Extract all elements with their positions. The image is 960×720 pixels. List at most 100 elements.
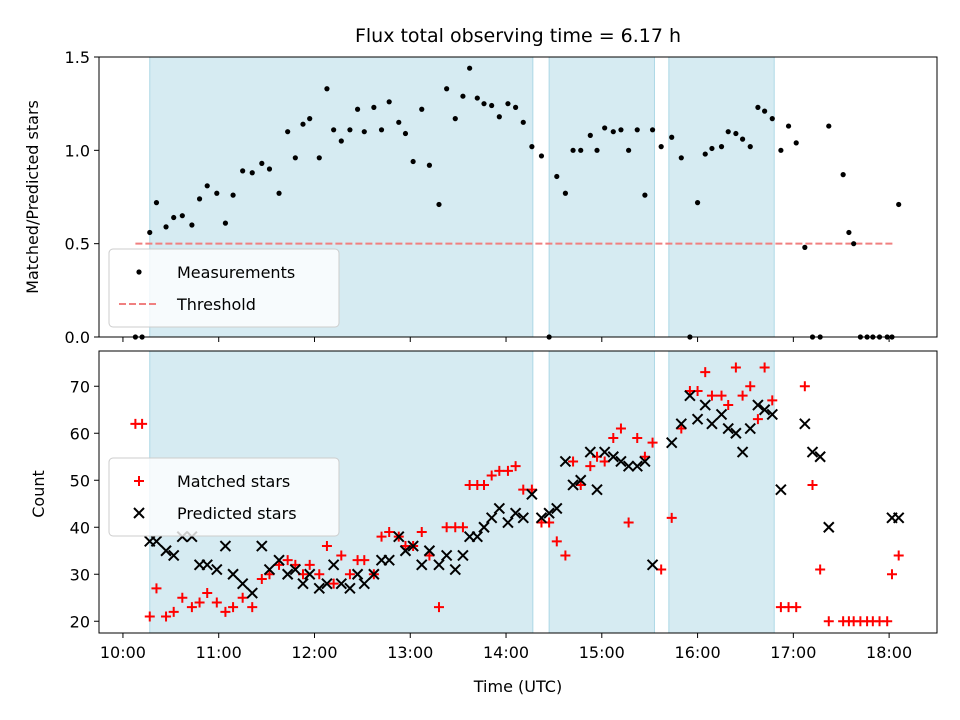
data-point — [598, 446, 611, 458]
data-point — [361, 129, 367, 135]
data-point — [642, 192, 648, 198]
data-point — [666, 436, 678, 449]
data-point — [493, 502, 506, 515]
data-point — [153, 200, 160, 206]
data-point — [196, 196, 203, 202]
data-point — [513, 104, 519, 110]
data-point — [517, 512, 529, 524]
data-point — [551, 502, 563, 515]
data-point — [631, 460, 643, 472]
legend: Matched stars Predicted stars — [108, 457, 340, 537]
series-predicted-stars — [144, 389, 905, 599]
data-point — [201, 559, 213, 571]
data-point — [228, 602, 239, 613]
data-point — [709, 145, 715, 152]
data-point — [220, 606, 231, 617]
data-point — [313, 582, 325, 595]
plot-frame — [98, 56, 938, 338]
x-tick-label: 11:00 — [196, 643, 242, 662]
data-point — [179, 213, 185, 219]
data-point — [457, 522, 468, 533]
data-point — [699, 399, 711, 411]
data-point — [762, 108, 768, 114]
data-point — [730, 427, 742, 439]
legend: Measurements Threshold — [108, 248, 340, 328]
data-point — [273, 554, 285, 566]
data-point — [202, 588, 213, 599]
observing-window-2 — [548, 56, 655, 338]
data-point — [602, 125, 608, 131]
chart-title: Flux total observing time = 6.17 h — [355, 25, 681, 47]
legend-label: Matched stars — [177, 472, 290, 491]
data-point — [807, 479, 818, 490]
data-point — [407, 540, 419, 552]
count-panel: 20 30 40 50 60 70 10:00 11:00 12:00 13:00 14:00 15:… — [70, 350, 938, 662]
data-point — [227, 568, 239, 580]
data-point — [649, 127, 656, 133]
data-point — [893, 550, 904, 561]
data-point — [383, 554, 395, 566]
data-point — [281, 568, 294, 580]
data-point — [815, 564, 826, 575]
data-point — [433, 602, 444, 613]
data-point — [307, 116, 313, 122]
bottom-y-axis-title: Count — [29, 470, 48, 518]
data-point — [171, 214, 177, 221]
data-point — [615, 455, 627, 468]
data-point — [767, 395, 778, 406]
data-point — [249, 170, 255, 176]
data-point — [799, 418, 811, 430]
data-point — [282, 555, 293, 566]
legend-box — [108, 248, 340, 328]
data-point — [256, 573, 267, 584]
data-point — [623, 517, 634, 528]
data-point — [351, 568, 364, 580]
data-point — [747, 144, 753, 150]
data-point — [551, 536, 562, 547]
data-point — [622, 460, 635, 472]
data-point — [376, 531, 387, 542]
data-point — [706, 418, 718, 430]
data-point — [691, 413, 704, 425]
data-point — [570, 147, 576, 153]
legend-marker — [136, 269, 142, 275]
data-point — [802, 244, 808, 250]
data-point — [344, 569, 355, 580]
data-point — [882, 616, 893, 627]
data-point — [585, 461, 596, 472]
series-measurements — [132, 65, 902, 340]
data-point — [211, 597, 222, 608]
data-point — [137, 418, 148, 429]
data-point — [587, 132, 593, 138]
data-point — [594, 147, 600, 153]
data-point — [896, 201, 902, 208]
data-point — [669, 134, 675, 140]
data-point — [733, 130, 739, 137]
data-point — [147, 229, 153, 236]
data-point — [316, 155, 322, 161]
data-point — [715, 408, 728, 421]
data-point — [331, 127, 337, 133]
data-point — [535, 512, 548, 524]
data-point — [610, 129, 616, 135]
data-point — [538, 153, 545, 159]
y-tick-label: 70 — [70, 377, 90, 396]
data-point — [402, 130, 409, 137]
x-axis-title: Time (UTC) — [473, 677, 562, 696]
data-point — [826, 123, 832, 129]
x-tick-label: 10:00 — [100, 643, 146, 662]
data-point — [666, 512, 677, 523]
data-point — [752, 414, 763, 425]
data-point — [766, 408, 778, 421]
data-point — [730, 362, 741, 373]
data-point — [304, 559, 315, 570]
data-point — [678, 155, 684, 161]
data-point — [626, 147, 632, 153]
data-point — [502, 516, 514, 529]
data-point — [543, 507, 555, 519]
data-point — [736, 446, 749, 458]
data-point — [416, 559, 428, 571]
data-point — [452, 116, 458, 122]
data-point — [778, 147, 784, 153]
legend-label: Threshold — [176, 295, 256, 314]
